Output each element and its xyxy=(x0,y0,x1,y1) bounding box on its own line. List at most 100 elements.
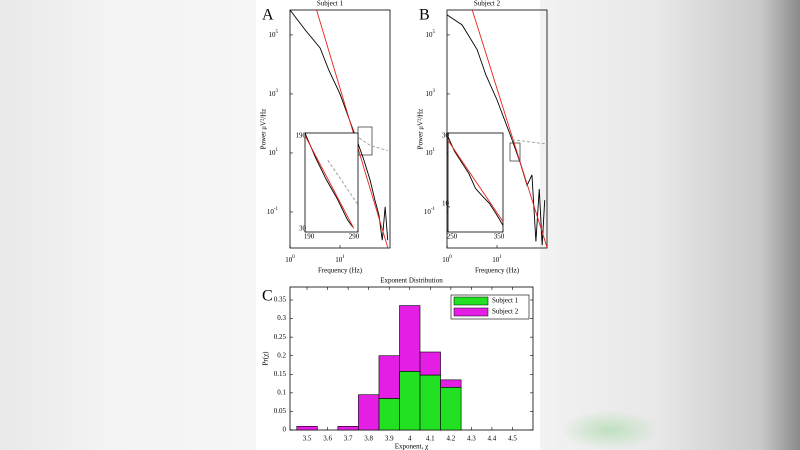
tick-label-base: 10 xyxy=(492,256,500,264)
tick-label-exponent: 5 xyxy=(433,30,436,35)
y-tick-label: 0.3 xyxy=(277,314,286,322)
data-line xyxy=(304,135,355,229)
x-axis-label: Exponent, χ xyxy=(395,443,429,450)
x-axis-label: Frequency (Hz) xyxy=(318,267,363,275)
tick-label: 103 xyxy=(269,89,279,97)
tick-label: 105 xyxy=(269,30,279,38)
inset-tick-label: 290 xyxy=(349,233,360,241)
histogram-bar xyxy=(358,394,380,431)
histogram-bar xyxy=(440,379,462,388)
data-line xyxy=(511,139,547,145)
tick-label-exponent: 1 xyxy=(433,148,436,153)
histogram-bar xyxy=(399,305,421,372)
histogram-bar xyxy=(378,355,400,399)
tick-label: 105 xyxy=(426,30,436,38)
tick-label: 101 xyxy=(269,148,279,156)
y-tick-label: 0.2 xyxy=(277,351,286,359)
tick-label: 10-1 xyxy=(424,207,436,215)
x-axis-label: Frequency (Hz) xyxy=(475,267,520,275)
histogram-bar xyxy=(419,374,441,431)
y-axis-label: Power μV²/Hz xyxy=(260,109,268,150)
inset-tick-label: 350 xyxy=(494,233,505,241)
tick-label-exponent: 3 xyxy=(276,89,279,94)
data-line xyxy=(327,159,359,206)
y-tick-label: 0.1 xyxy=(277,388,286,396)
tick-label-exponent: 0 xyxy=(292,255,295,260)
legend-label: Subject 2 xyxy=(492,308,519,316)
histogram-bar xyxy=(399,371,421,431)
tick-label-exponent: 5 xyxy=(276,30,279,35)
tick-label-exponent: 1 xyxy=(342,255,345,260)
histogram-bar xyxy=(419,351,441,376)
tick-label: 10-1 xyxy=(267,207,279,215)
tick-label-exponent: 1 xyxy=(276,148,279,153)
legend-swatch xyxy=(453,296,489,306)
tick-label-base: 10 xyxy=(269,90,277,98)
y-axis-label: Pr(χ) xyxy=(262,351,270,366)
inset-frame xyxy=(304,132,359,233)
tick-label-base: 10 xyxy=(426,31,434,39)
inset-tick-label: 10 xyxy=(442,199,450,207)
panel-title: Exponent Distribution xyxy=(380,277,443,285)
y-tick-label: 0.35 xyxy=(274,296,287,304)
tick-label: 101 xyxy=(335,255,345,263)
legend-label: Subject 1 xyxy=(492,297,519,305)
histogram-bar xyxy=(337,425,359,431)
zoom-box xyxy=(509,142,521,162)
x-tick-label: 4.2 xyxy=(446,435,455,443)
inset-tick-label: 30 xyxy=(299,225,307,233)
x-tick-label: 3.5 xyxy=(303,435,312,443)
y-axis-label: Power μV²/Hz xyxy=(417,109,425,150)
x-tick-label: 4.1 xyxy=(426,435,435,443)
panel-letter: B xyxy=(419,7,430,24)
data-line xyxy=(447,140,504,222)
inset-tick-label: 190 xyxy=(296,132,307,140)
data-line xyxy=(471,10,547,248)
x-tick-label: 3.8 xyxy=(364,435,373,443)
panel-letter: A xyxy=(262,7,274,24)
tick-label-base: 10 xyxy=(424,208,432,216)
tick-label-exponent: -1 xyxy=(274,207,279,212)
y-tick-label: 0.25 xyxy=(274,333,287,341)
y-tick-label: 0.15 xyxy=(274,370,287,378)
x-tick-label: 3.9 xyxy=(385,435,394,443)
x-tick-label: 4 xyxy=(408,435,412,443)
data-line xyxy=(447,136,504,226)
panel-title: Subject 2 xyxy=(474,0,501,8)
tick-label-base: 10 xyxy=(285,256,293,264)
y-tick-label: 0 xyxy=(283,426,287,434)
blurred-background xyxy=(540,0,800,450)
data-line xyxy=(290,10,389,241)
tick-label-exponent: 3 xyxy=(433,89,436,94)
x-tick-label: 4.4 xyxy=(488,435,497,443)
tick-label-exponent: -1 xyxy=(431,207,436,212)
tick-label: 101 xyxy=(492,255,502,263)
tick-label-base: 10 xyxy=(426,90,434,98)
inset-tick-label: 190 xyxy=(304,233,315,241)
inset-tick-label: 250 xyxy=(447,233,458,241)
y-tick-label: 0.05 xyxy=(274,407,287,415)
tick-label-exponent: 0 xyxy=(449,255,452,260)
blurred-background xyxy=(560,410,660,450)
tick-label: 103 xyxy=(426,89,436,97)
panel-letter: C xyxy=(262,288,273,305)
inset-frame xyxy=(447,132,504,233)
histogram-bar xyxy=(378,398,400,431)
tick-label-base: 10 xyxy=(335,256,343,264)
tick-label-base: 10 xyxy=(267,208,275,216)
x-tick-label: 3.6 xyxy=(323,435,332,443)
x-tick-label: 3.7 xyxy=(344,435,353,443)
data-line xyxy=(354,134,388,152)
x-tick-label: 4.3 xyxy=(467,435,476,443)
tick-label: 101 xyxy=(426,148,436,156)
tick-label: 100 xyxy=(442,255,452,263)
panel-title: Subject 1 xyxy=(317,0,344,8)
tick-label-base: 10 xyxy=(426,149,434,157)
histogram-bar xyxy=(296,425,318,431)
data-line xyxy=(304,132,354,228)
data-line xyxy=(316,10,389,248)
tick-label-base: 10 xyxy=(442,256,450,264)
blurred-background xyxy=(0,0,258,450)
